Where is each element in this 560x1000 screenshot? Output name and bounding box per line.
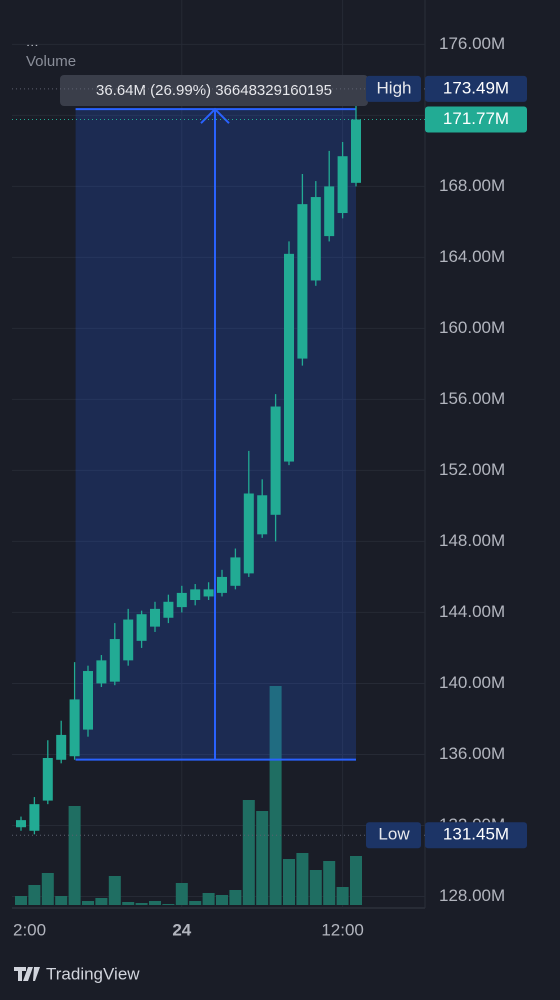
candle-body	[284, 253, 294, 462]
y-tick-label: 156.00M	[439, 389, 505, 408]
volume-bar	[283, 859, 295, 905]
candle-body	[270, 406, 281, 515]
x-tick-label: 2:00	[13, 920, 46, 939]
low-value: 131.45M	[443, 825, 509, 844]
volume-bar	[162, 904, 175, 905]
high-name: High	[377, 78, 412, 97]
brand: TradingView	[14, 964, 140, 983]
volume-bar	[28, 885, 41, 905]
candle-body	[136, 614, 147, 641]
volume-bar	[95, 898, 108, 905]
candle-body	[324, 186, 335, 237]
volume-bar	[350, 856, 362, 905]
candle-body	[190, 589, 201, 601]
candle-body	[310, 197, 321, 281]
y-tick-label: 176.00M	[439, 34, 505, 53]
volume-bar	[336, 887, 349, 905]
candle-body	[217, 576, 227, 593]
last-price-value-box	[425, 106, 527, 133]
volume-bar	[108, 876, 121, 905]
brand-logo	[14, 967, 40, 981]
y-tick-label: 148.00M	[439, 531, 505, 550]
measure-label: 36.64M (26.99%) 36648329160195	[96, 82, 332, 99]
y-tick-label: 152.00M	[439, 460, 505, 479]
volume-bar	[15, 896, 27, 905]
y-tick-label: 140.00M	[439, 673, 505, 692]
volume-bar	[296, 853, 309, 905]
volume-bar	[269, 686, 282, 905]
volume-bar	[41, 873, 54, 905]
candle-body	[109, 639, 120, 682]
x-tick-label: 24	[172, 920, 191, 939]
candle-body	[150, 608, 160, 627]
x-tick-label: 12:00	[321, 920, 364, 939]
low-name: Low	[378, 825, 410, 844]
y-tick-label: 168.00M	[439, 176, 505, 195]
y-tick-label: 160.00M	[439, 318, 505, 337]
measure-label-box	[60, 75, 368, 106]
candle-body	[230, 557, 241, 586]
volume-bar	[216, 895, 228, 905]
legend-dots: ...	[26, 33, 39, 50]
high-value-box	[425, 75, 527, 102]
volume-bar	[189, 901, 202, 905]
candle-body	[203, 589, 214, 597]
candle-body	[337, 156, 348, 214]
volume-bar	[229, 890, 242, 905]
measure-arrow-head	[200, 107, 230, 124]
low-name-box	[366, 822, 421, 849]
candle-body	[29, 804, 40, 831]
candle-body	[56, 734, 67, 760]
candle-body	[16, 820, 26, 828]
candle-body	[176, 592, 187, 608]
candle-body	[243, 493, 254, 574]
volume-bar	[68, 806, 81, 905]
candle-body	[257, 495, 268, 535]
candle-body	[83, 671, 93, 730]
volume-bar	[55, 896, 68, 905]
candle-body	[163, 601, 174, 618]
high-name-box	[366, 75, 421, 102]
volume-bar	[256, 811, 269, 905]
legend-volume: Volume	[26, 53, 76, 70]
last-price-value: 171.77M	[443, 109, 509, 128]
y-tick-label: 128.00M	[439, 886, 505, 905]
y-tick-label: 136.00M	[439, 744, 505, 763]
candle-body	[69, 699, 80, 757]
low-value-box	[425, 822, 527, 849]
candle-body	[351, 119, 361, 183]
candle-body	[297, 204, 308, 359]
volume-bar	[122, 902, 135, 905]
volume-bar	[149, 901, 161, 905]
volume-bar	[202, 893, 215, 905]
y-tick-label: 144.00M	[439, 602, 505, 621]
candle-body	[123, 619, 134, 661]
high-value: 173.49M	[443, 78, 509, 97]
volume-bar	[175, 883, 188, 905]
candle-body	[42, 757, 53, 801]
candle-body	[96, 660, 107, 684]
volume-bar	[242, 800, 255, 905]
volume-bar	[82, 901, 94, 905]
brand-name: TradingView	[46, 964, 140, 983]
volume-bar	[323, 861, 336, 905]
y-tick-label: 164.00M	[439, 247, 505, 266]
volume-bar	[135, 903, 148, 905]
volume-bar	[309, 870, 322, 905]
